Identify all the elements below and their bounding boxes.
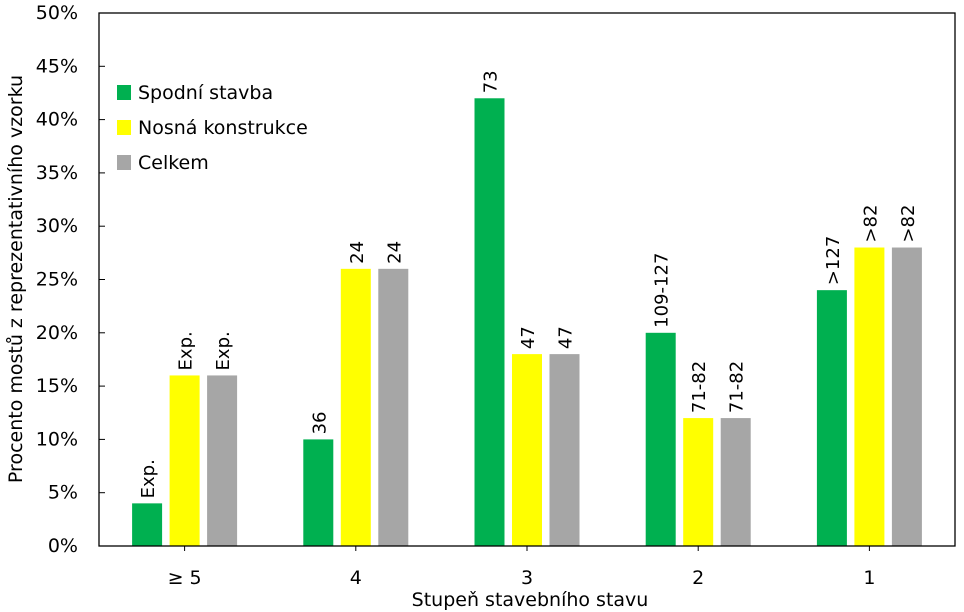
legend-swatch [117, 120, 131, 135]
y-tick-label: 35% [36, 162, 78, 184]
bar-data-label: 36 [309, 411, 330, 434]
y-tick-label: 10% [36, 428, 78, 450]
x-category-label: 2 [692, 567, 704, 589]
x-category-label: ≥ 5 [168, 567, 202, 589]
bar [169, 375, 200, 546]
bar [132, 503, 163, 546]
bar [816, 290, 847, 546]
bar-data-label: 24 [384, 241, 405, 264]
bar-data-label: 109-127 [652, 253, 673, 328]
y-tick-label: 25% [36, 269, 78, 291]
bar-data-label: Exp. [213, 331, 234, 370]
bar-data-label: >82 [898, 205, 919, 243]
bar [854, 247, 885, 546]
y-tick-label: 5% [48, 482, 78, 504]
bar-data-label: 71-82 [727, 361, 748, 413]
bar [891, 247, 922, 546]
y-axis-title: Procento mostů z reprezentativního vzork… [5, 75, 27, 483]
bar-data-label: >82 [860, 205, 881, 243]
x-category-label: 3 [521, 567, 533, 589]
bar [474, 98, 505, 546]
bar-data-label: 47 [518, 326, 539, 349]
x-axis-title: Stupeň stavebního stavu [412, 589, 649, 611]
bar [378, 268, 409, 546]
y-tick-label: 20% [36, 322, 78, 344]
bar [303, 439, 334, 546]
x-axis-categories: ≥ 5 4 3 2 1 [168, 546, 875, 589]
x-category-label: 1 [863, 567, 875, 589]
legend-swatch [117, 155, 131, 170]
bar [512, 354, 542, 546]
y-tick-label: 40% [36, 109, 78, 131]
x-category-label: 4 [350, 567, 362, 589]
y-tick-label: 30% [36, 215, 78, 237]
bar [720, 418, 751, 546]
legend: Spodní stavba Nosná konstrukce Celkem [117, 82, 308, 174]
bar-data-label: 47 [556, 326, 577, 349]
y-tick-label: 15% [36, 375, 78, 397]
bar-labels-group: Exp. Exp. Exp. 36 24 24 73 47 47 109-127 71-82 71-8… [138, 70, 919, 498]
bar [549, 354, 580, 546]
bar-data-label: Exp. [138, 459, 159, 498]
bar [645, 332, 676, 546]
legend-label: Spodní stavba [138, 82, 273, 104]
legend-label: Nosná konstrukce [138, 117, 308, 139]
y-axis-ticks: 0% 5% 10% 15% 20% 25% 30% 35% 40% 45% 50% [36, 2, 105, 557]
y-tick-label: 45% [36, 55, 78, 77]
legend-label: Celkem [138, 152, 209, 174]
bar-data-label: 24 [347, 241, 368, 264]
bars-group [132, 98, 922, 546]
bar [340, 268, 371, 546]
legend-swatch [117, 85, 131, 100]
bar-data-label: >127 [823, 236, 844, 285]
y-tick-label: 50% [36, 2, 78, 24]
bar [207, 375, 238, 546]
y-tick-label: 0% [48, 535, 78, 557]
bar-data-label: 73 [481, 70, 502, 93]
bar [683, 418, 714, 546]
bar-data-label: Exp. [176, 331, 197, 370]
bar-data-label: 71-82 [689, 361, 710, 413]
